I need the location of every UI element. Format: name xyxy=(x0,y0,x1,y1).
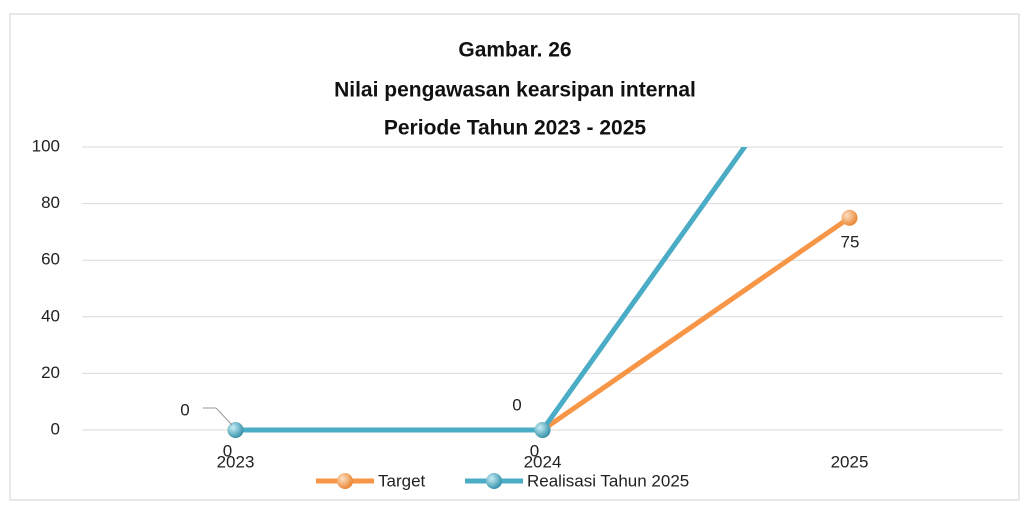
legend-label: Target xyxy=(378,471,426,490)
data-label: 0 xyxy=(180,400,189,419)
data-point xyxy=(227,422,244,438)
data-point xyxy=(841,209,858,226)
legend-marker xyxy=(337,473,353,489)
y-tick-label: 80 xyxy=(41,193,60,212)
legend-marker xyxy=(486,473,502,489)
chart-title: Gambar. 26 xyxy=(458,39,571,62)
data-label: 0 xyxy=(223,441,232,460)
data-point xyxy=(534,422,551,438)
legend-label: Realisasi Tahun 2025 xyxy=(527,471,689,490)
y-tick-label: 60 xyxy=(41,250,60,269)
x-tick-label: 2023 xyxy=(217,452,255,471)
data-label: 75 xyxy=(841,232,860,251)
y-tick-label: 20 xyxy=(41,363,60,382)
plot-area xyxy=(227,0,858,438)
leader-line xyxy=(215,407,233,426)
data-point xyxy=(842,0,858,8)
x-tick-label: 2024 xyxy=(524,452,562,471)
chart-title: Periode Tahun 2023 - 2025 xyxy=(384,117,647,140)
y-tick-label: 40 xyxy=(41,306,60,325)
data-label: 0 xyxy=(512,395,521,414)
x-tick-label: 2025 xyxy=(831,452,869,471)
chart-title: Nilai pengawasan kearsipan internal xyxy=(334,79,696,102)
y-tick-label: 0 xyxy=(51,419,60,438)
chart-border xyxy=(9,13,1020,501)
y-tick-label: 100 xyxy=(32,136,60,155)
data-label: 0 xyxy=(530,441,539,460)
